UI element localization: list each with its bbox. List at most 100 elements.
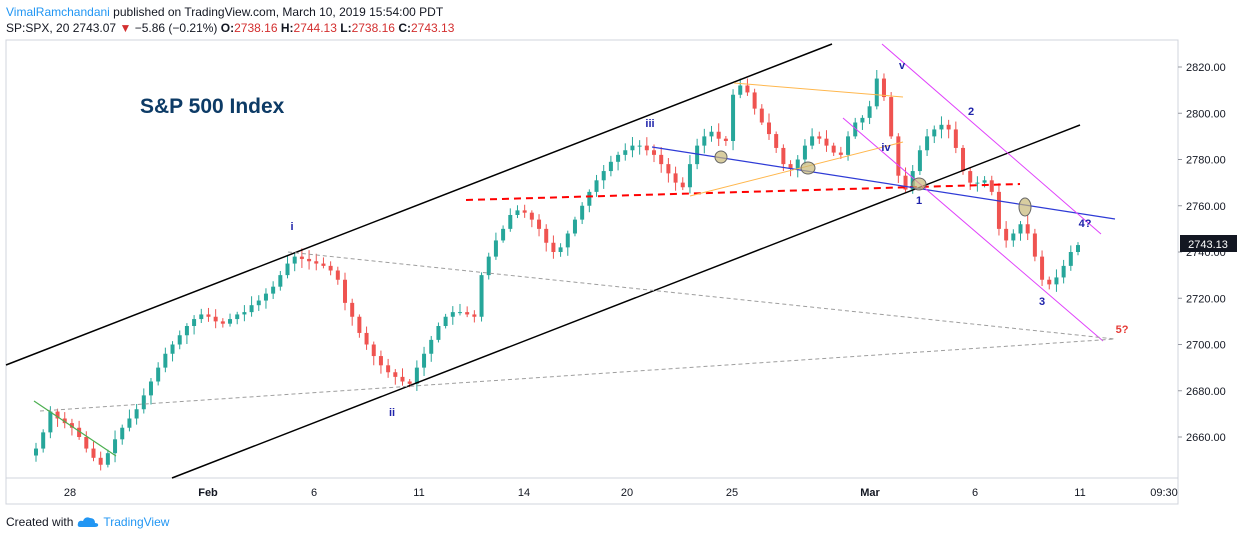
tradingview-link[interactable]: TradingView <box>103 515 170 529</box>
candle <box>932 125 937 144</box>
candle <box>148 378 153 405</box>
price-change: −5.86 (−0.21%) <box>134 21 218 35</box>
time-tick-label: 14 <box>518 487 530 499</box>
candle <box>292 252 297 272</box>
candle <box>163 347 168 373</box>
gray-upper-line <box>287 251 1116 340</box>
candle <box>299 248 304 268</box>
marker-ellipse <box>911 177 927 191</box>
author-link[interactable]: VimalRamchandani <box>6 5 110 19</box>
candle <box>996 183 1001 236</box>
candle <box>98 451 103 471</box>
candle <box>925 128 930 156</box>
ohlc-line: SP:SPX, 20 2743.07 ▼ −5.86 (−0.21%) O:27… <box>6 20 454 36</box>
price-tick-label: 2700.00 <box>1186 340 1226 352</box>
candle <box>41 429 46 453</box>
candle <box>127 409 132 432</box>
wave-label: iii <box>645 118 654 130</box>
lower-channel-line <box>171 124 1081 479</box>
time-tick-label: 11 <box>1074 487 1085 499</box>
candle <box>113 430 118 463</box>
candle <box>551 235 556 259</box>
time-tick-label: Mar <box>860 487 880 499</box>
candle <box>515 205 520 219</box>
open-label: O: <box>220 21 235 35</box>
candle <box>623 143 628 161</box>
candle <box>1032 228 1037 262</box>
candle <box>946 119 951 139</box>
candle <box>587 189 592 213</box>
candle <box>781 144 786 171</box>
low-value: 2738.16 <box>351 21 395 35</box>
chart-title: S&P 500 Index <box>140 95 285 118</box>
candle <box>62 412 67 429</box>
candle <box>766 113 771 140</box>
wave-label: 2 <box>968 106 974 118</box>
candle <box>429 335 434 362</box>
candle <box>450 306 455 325</box>
candle <box>795 155 800 178</box>
candle <box>34 442 38 462</box>
candle <box>529 210 534 228</box>
green-line <box>33 400 117 457</box>
time-axis: 28 Feb 6 11 14 20 25 Mar 6 11 09:30 <box>64 487 1178 499</box>
candle <box>213 309 218 329</box>
candle <box>91 441 96 462</box>
created-text: Created with <box>6 515 74 529</box>
candle <box>673 166 678 191</box>
candle <box>537 214 542 237</box>
candle <box>335 266 340 285</box>
candle <box>939 116 944 139</box>
candle <box>687 155 692 194</box>
candle <box>1040 250 1045 286</box>
candle <box>759 104 764 125</box>
candle <box>1061 259 1066 284</box>
gray-lower-line <box>39 338 1116 412</box>
price-axis: 2820.002800.002780.002760.002740.002720.… <box>1178 62 1226 444</box>
price-tick-label: 2680.00 <box>1186 386 1226 398</box>
candle <box>457 303 462 316</box>
wave-label: 3 <box>1039 296 1045 308</box>
candle <box>307 250 312 270</box>
candle <box>378 350 383 374</box>
candle <box>501 225 506 243</box>
last-price-tag-text: 2743.13 <box>1188 239 1228 251</box>
candle <box>285 256 290 279</box>
candle <box>443 313 448 329</box>
candle <box>472 310 477 323</box>
candle <box>1025 215 1030 241</box>
trend-lines <box>5 43 1116 479</box>
time-tick-label: Feb <box>198 487 218 499</box>
last-price: 2743.07 <box>72 21 117 35</box>
wave-label: i <box>290 221 293 233</box>
candle <box>968 167 973 190</box>
candle <box>874 70 879 110</box>
candle <box>1047 276 1052 290</box>
candle <box>256 295 261 311</box>
high-value: 2744.13 <box>293 21 337 35</box>
candle <box>558 243 563 257</box>
wave-label: 1 <box>916 195 922 207</box>
wave-label: 4? <box>1079 218 1092 230</box>
candle <box>616 151 621 171</box>
candle <box>414 360 419 391</box>
candle <box>328 261 333 276</box>
candle <box>896 133 901 184</box>
publish-text: published on TradingView.com, March 10, … <box>109 5 444 19</box>
candle <box>644 137 649 156</box>
candle <box>860 115 865 130</box>
price-tick-label: 2760.00 <box>1186 201 1226 213</box>
candle <box>192 315 197 335</box>
symbol-label: SP:SPX, 20 <box>6 21 70 35</box>
close-value: 2743.13 <box>410 21 455 35</box>
last-price-tag <box>1180 235 1237 252</box>
upper-channel-line <box>5 43 833 366</box>
candle <box>572 216 577 237</box>
wave-label: v <box>899 60 906 72</box>
candle <box>77 420 82 440</box>
candle <box>141 388 146 414</box>
candle <box>738 78 743 99</box>
candle <box>810 128 815 150</box>
